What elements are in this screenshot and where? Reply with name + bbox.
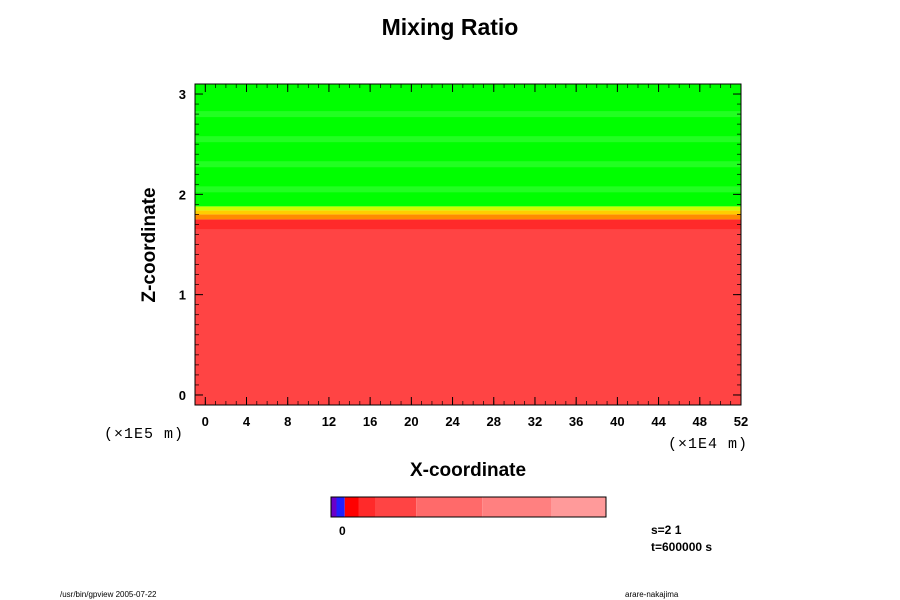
status-time: t=600000 s bbox=[651, 540, 713, 554]
x-axis-label: X-coordinate bbox=[409, 460, 527, 481]
footer-left: /usr/bin/gpview 2005-07-22 bbox=[60, 590, 157, 599]
chart-title: Mixing Ratio bbox=[381, 14, 519, 40]
x-tick-label-2: 8 bbox=[284, 414, 291, 429]
y-axis-ticks: 0 1 2 3 bbox=[179, 87, 741, 406]
footer-right: arare-nakajima bbox=[625, 590, 679, 599]
colorbar-swatch-5 bbox=[416, 497, 483, 517]
colorbar-swatch-6 bbox=[482, 497, 551, 517]
colorbar-swatch-4 bbox=[375, 497, 417, 517]
colorbar bbox=[330, 496, 607, 518]
heatmap-streak-0 bbox=[195, 186, 741, 193]
colorbar-swatch-1 bbox=[336, 497, 345, 517]
x-tick-label-8: 32 bbox=[528, 414, 542, 429]
colorbar-swatch-0 bbox=[331, 497, 337, 517]
y-tick-label-2: 2 bbox=[179, 187, 186, 202]
x-tick-label-6: 24 bbox=[445, 414, 460, 429]
x-tick-label-10: 40 bbox=[610, 414, 624, 429]
heatmap-band-5 bbox=[195, 84, 741, 207]
y-tick-label-3: 3 bbox=[179, 87, 186, 102]
x-tick-label-12: 48 bbox=[693, 414, 707, 429]
x-tick-label-5: 20 bbox=[404, 414, 418, 429]
heatmap-streak-3 bbox=[195, 111, 741, 118]
colorbar-swatch-3 bbox=[358, 497, 375, 517]
heatmap-band-1 bbox=[195, 219, 741, 230]
x-axis-unit: (×1E4 m) bbox=[668, 436, 749, 453]
x-tick-label-1: 4 bbox=[243, 414, 251, 429]
status-slice: s=2 1 bbox=[651, 523, 682, 537]
x-tick-label-11: 44 bbox=[651, 414, 666, 429]
heatmap-band-3 bbox=[195, 210, 741, 215]
heatmap-layers bbox=[195, 84, 741, 405]
colorbar-label: 0 bbox=[339, 524, 346, 538]
heatmap-band-4 bbox=[195, 206, 741, 211]
colorbar-swatch-7 bbox=[551, 497, 606, 517]
heatmap-streak-1 bbox=[195, 161, 741, 168]
x-tick-label-7: 28 bbox=[487, 414, 501, 429]
x-tick-label-13: 52 bbox=[734, 414, 748, 429]
y-axis-unit: (×1E5 m) bbox=[104, 426, 185, 443]
heatmap-streak-2 bbox=[195, 136, 741, 143]
y-tick-label-0: 0 bbox=[179, 388, 186, 403]
y-axis-label-text: Z-coordinate bbox=[139, 187, 160, 303]
colorbar-swatch-2 bbox=[344, 497, 359, 517]
colorbar-frame bbox=[330, 496, 607, 518]
y-tick-label-1: 1 bbox=[179, 288, 186, 303]
x-tick-label-3: 12 bbox=[322, 414, 336, 429]
x-tick-label-9: 36 bbox=[569, 414, 583, 429]
heatmap-band-2 bbox=[195, 214, 741, 220]
x-axis-ticks: 0 4 8 12 16 20 24 28 32 36 40 44 48 52 bbox=[194, 84, 748, 429]
heatmap-band-0 bbox=[195, 229, 741, 405]
x-tick-label-4: 16 bbox=[363, 414, 377, 429]
x-tick-label-0: 0 bbox=[202, 414, 209, 429]
